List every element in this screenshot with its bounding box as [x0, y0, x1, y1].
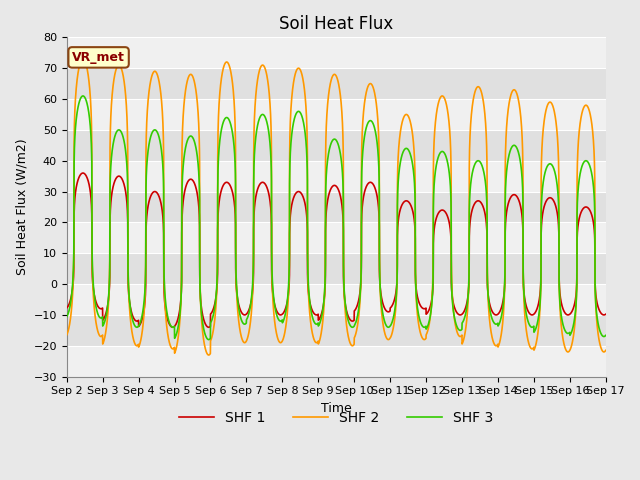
SHF 1 — [169, 324, 177, 330]
SHF 2 — [205, 352, 212, 358]
SHF 3 — [63, 314, 70, 320]
SHF 3 — [602, 333, 609, 338]
SHF 3 — [205, 337, 212, 343]
SHF 2 — [399, 119, 406, 124]
SHF 1 — [63, 305, 70, 311]
Bar — [67, 346, 605, 377]
Title: Soil Heat Flux: Soil Heat Flux — [279, 15, 394, 33]
Bar — [67, 161, 605, 192]
SHF 1 — [551, 201, 559, 206]
Line: SHF 2: SHF 2 — [67, 59, 605, 355]
SHF 3 — [399, 151, 406, 157]
Line: SHF 1: SHF 1 — [67, 173, 605, 327]
SHF 2 — [214, 252, 221, 257]
Bar — [67, 284, 605, 315]
SHF 1 — [389, 301, 397, 307]
SHF 3 — [79, 93, 87, 99]
Bar — [67, 253, 605, 284]
SHF 3 — [214, 256, 221, 262]
Y-axis label: Soil Heat Flux (W/m2): Soil Heat Flux (W/m2) — [15, 139, 28, 276]
SHF 1 — [399, 201, 406, 207]
Text: VR_met: VR_met — [72, 51, 125, 64]
Bar — [67, 222, 605, 253]
SHF 2 — [63, 332, 70, 337]
SHF 1 — [602, 312, 609, 317]
SHF 3 — [179, 176, 186, 182]
SHF 2 — [79, 56, 87, 62]
Line: SHF 3: SHF 3 — [67, 96, 605, 340]
SHF 3 — [551, 169, 559, 175]
X-axis label: Time: Time — [321, 402, 351, 415]
SHF 2 — [602, 348, 609, 353]
Bar — [67, 192, 605, 222]
SHF 2 — [602, 348, 609, 354]
Bar — [67, 68, 605, 99]
SHF 1 — [214, 270, 221, 276]
Bar — [67, 315, 605, 346]
SHF 1 — [602, 312, 609, 317]
SHF 2 — [389, 327, 397, 333]
SHF 1 — [79, 170, 87, 176]
Bar — [67, 37, 605, 68]
Bar — [67, 99, 605, 130]
SHF 2 — [179, 131, 186, 137]
SHF 3 — [389, 317, 397, 323]
Legend: SHF 1, SHF 2, SHF 3: SHF 1, SHF 2, SHF 3 — [173, 406, 499, 431]
SHF 3 — [602, 333, 609, 338]
Bar — [67, 130, 605, 161]
SHF 1 — [179, 205, 186, 211]
SHF 2 — [551, 111, 559, 117]
